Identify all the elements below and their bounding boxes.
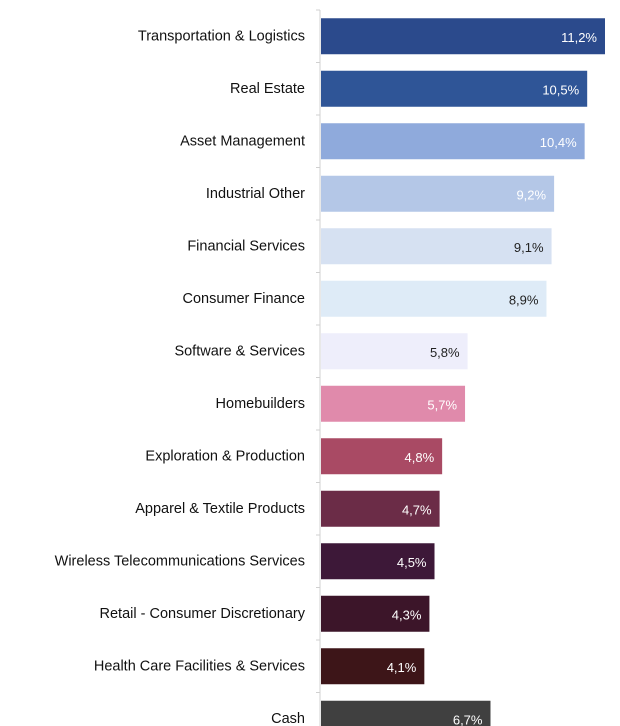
bar: [321, 700, 491, 726]
data-label: 4,1%: [387, 660, 417, 675]
category-label: Exploration & Production: [145, 448, 305, 464]
category-label: Retail - Consumer Discretionary: [100, 606, 306, 622]
data-label: 4,8%: [405, 450, 435, 465]
category-label: Real Estate: [230, 81, 305, 97]
data-label: 6,7%: [453, 712, 483, 726]
data-label: 5,7%: [427, 397, 457, 412]
category-axis: Transportation & Logistics Real Estate Ass…: [55, 9, 321, 726]
bar: [321, 438, 443, 475]
data-label: 4,5%: [397, 555, 427, 570]
bar: [321, 385, 466, 422]
bar: [321, 648, 425, 685]
bar: [321, 595, 430, 632]
data-label: 4,3%: [392, 607, 422, 622]
data-label: 5,8%: [430, 345, 460, 360]
bar-series: 11,2% 10,5% 10,4% 9,2% 9,1% 8,9% 5,8% 5,7% 4,8% 4…: [321, 18, 605, 726]
category-label: Transportation & Logistics: [138, 28, 305, 44]
data-label: 11,2%: [561, 30, 597, 45]
category-label: Health Care Facilities & Services: [94, 658, 305, 674]
bar: [321, 175, 555, 212]
category-label: Software & Services: [174, 343, 305, 359]
category-label: Apparel & Textile Products: [135, 501, 305, 517]
data-label: 9,1%: [514, 240, 544, 255]
data-label: 10,5%: [542, 82, 579, 97]
bar: [321, 490, 440, 527]
category-label: Financial Services: [187, 238, 305, 254]
bar: [321, 543, 435, 580]
category-label: Homebuilders: [216, 396, 305, 412]
bar: [321, 18, 605, 55]
bar: [321, 228, 552, 265]
category-label: Cash: [271, 711, 305, 726]
data-label: 9,2%: [516, 187, 546, 202]
category-label: Industrial Other: [206, 186, 305, 202]
data-label: 10,4%: [540, 135, 577, 150]
category-label: Consumer Finance: [183, 291, 306, 307]
data-label: 4,7%: [402, 502, 432, 517]
data-label: 8,9%: [509, 292, 539, 307]
bar: [321, 70, 588, 107]
bar: [321, 333, 468, 370]
bar: [321, 123, 585, 160]
category-label: Wireless Telecommunications Services: [55, 553, 305, 569]
bar: [321, 280, 547, 317]
category-label: Asset Management: [180, 133, 305, 149]
